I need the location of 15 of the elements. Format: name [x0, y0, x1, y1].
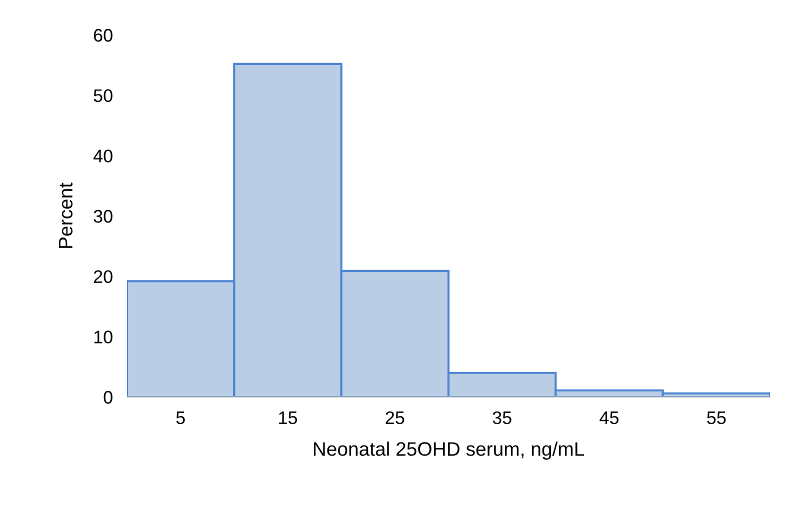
x-tick-label: 45 — [600, 412, 619, 424]
y-tick-label: 60 — [94, 28, 112, 42]
x-tick-label: 35 — [492, 411, 512, 424]
y-tick-label: 50 — [94, 89, 112, 102]
y-tick-label: 0 — [104, 390, 112, 404]
y-tick-label: 20 — [94, 270, 112, 284]
y-tick-label: 10 — [94, 330, 112, 344]
y-tick-label: 30 — [94, 210, 112, 223]
y-tick-label: 40 — [93, 150, 112, 162]
y-axis-title: Percent — [58, 182, 73, 248]
x-tick-label: 55 — [707, 412, 726, 424]
x-axis-title: Neonatal 25OHD serum, ng/mL — [314, 442, 584, 460]
x-tick-label: 15 — [279, 412, 298, 424]
x-tick-label: 5 — [176, 412, 185, 424]
x-tick-label: 25 — [386, 411, 404, 424]
